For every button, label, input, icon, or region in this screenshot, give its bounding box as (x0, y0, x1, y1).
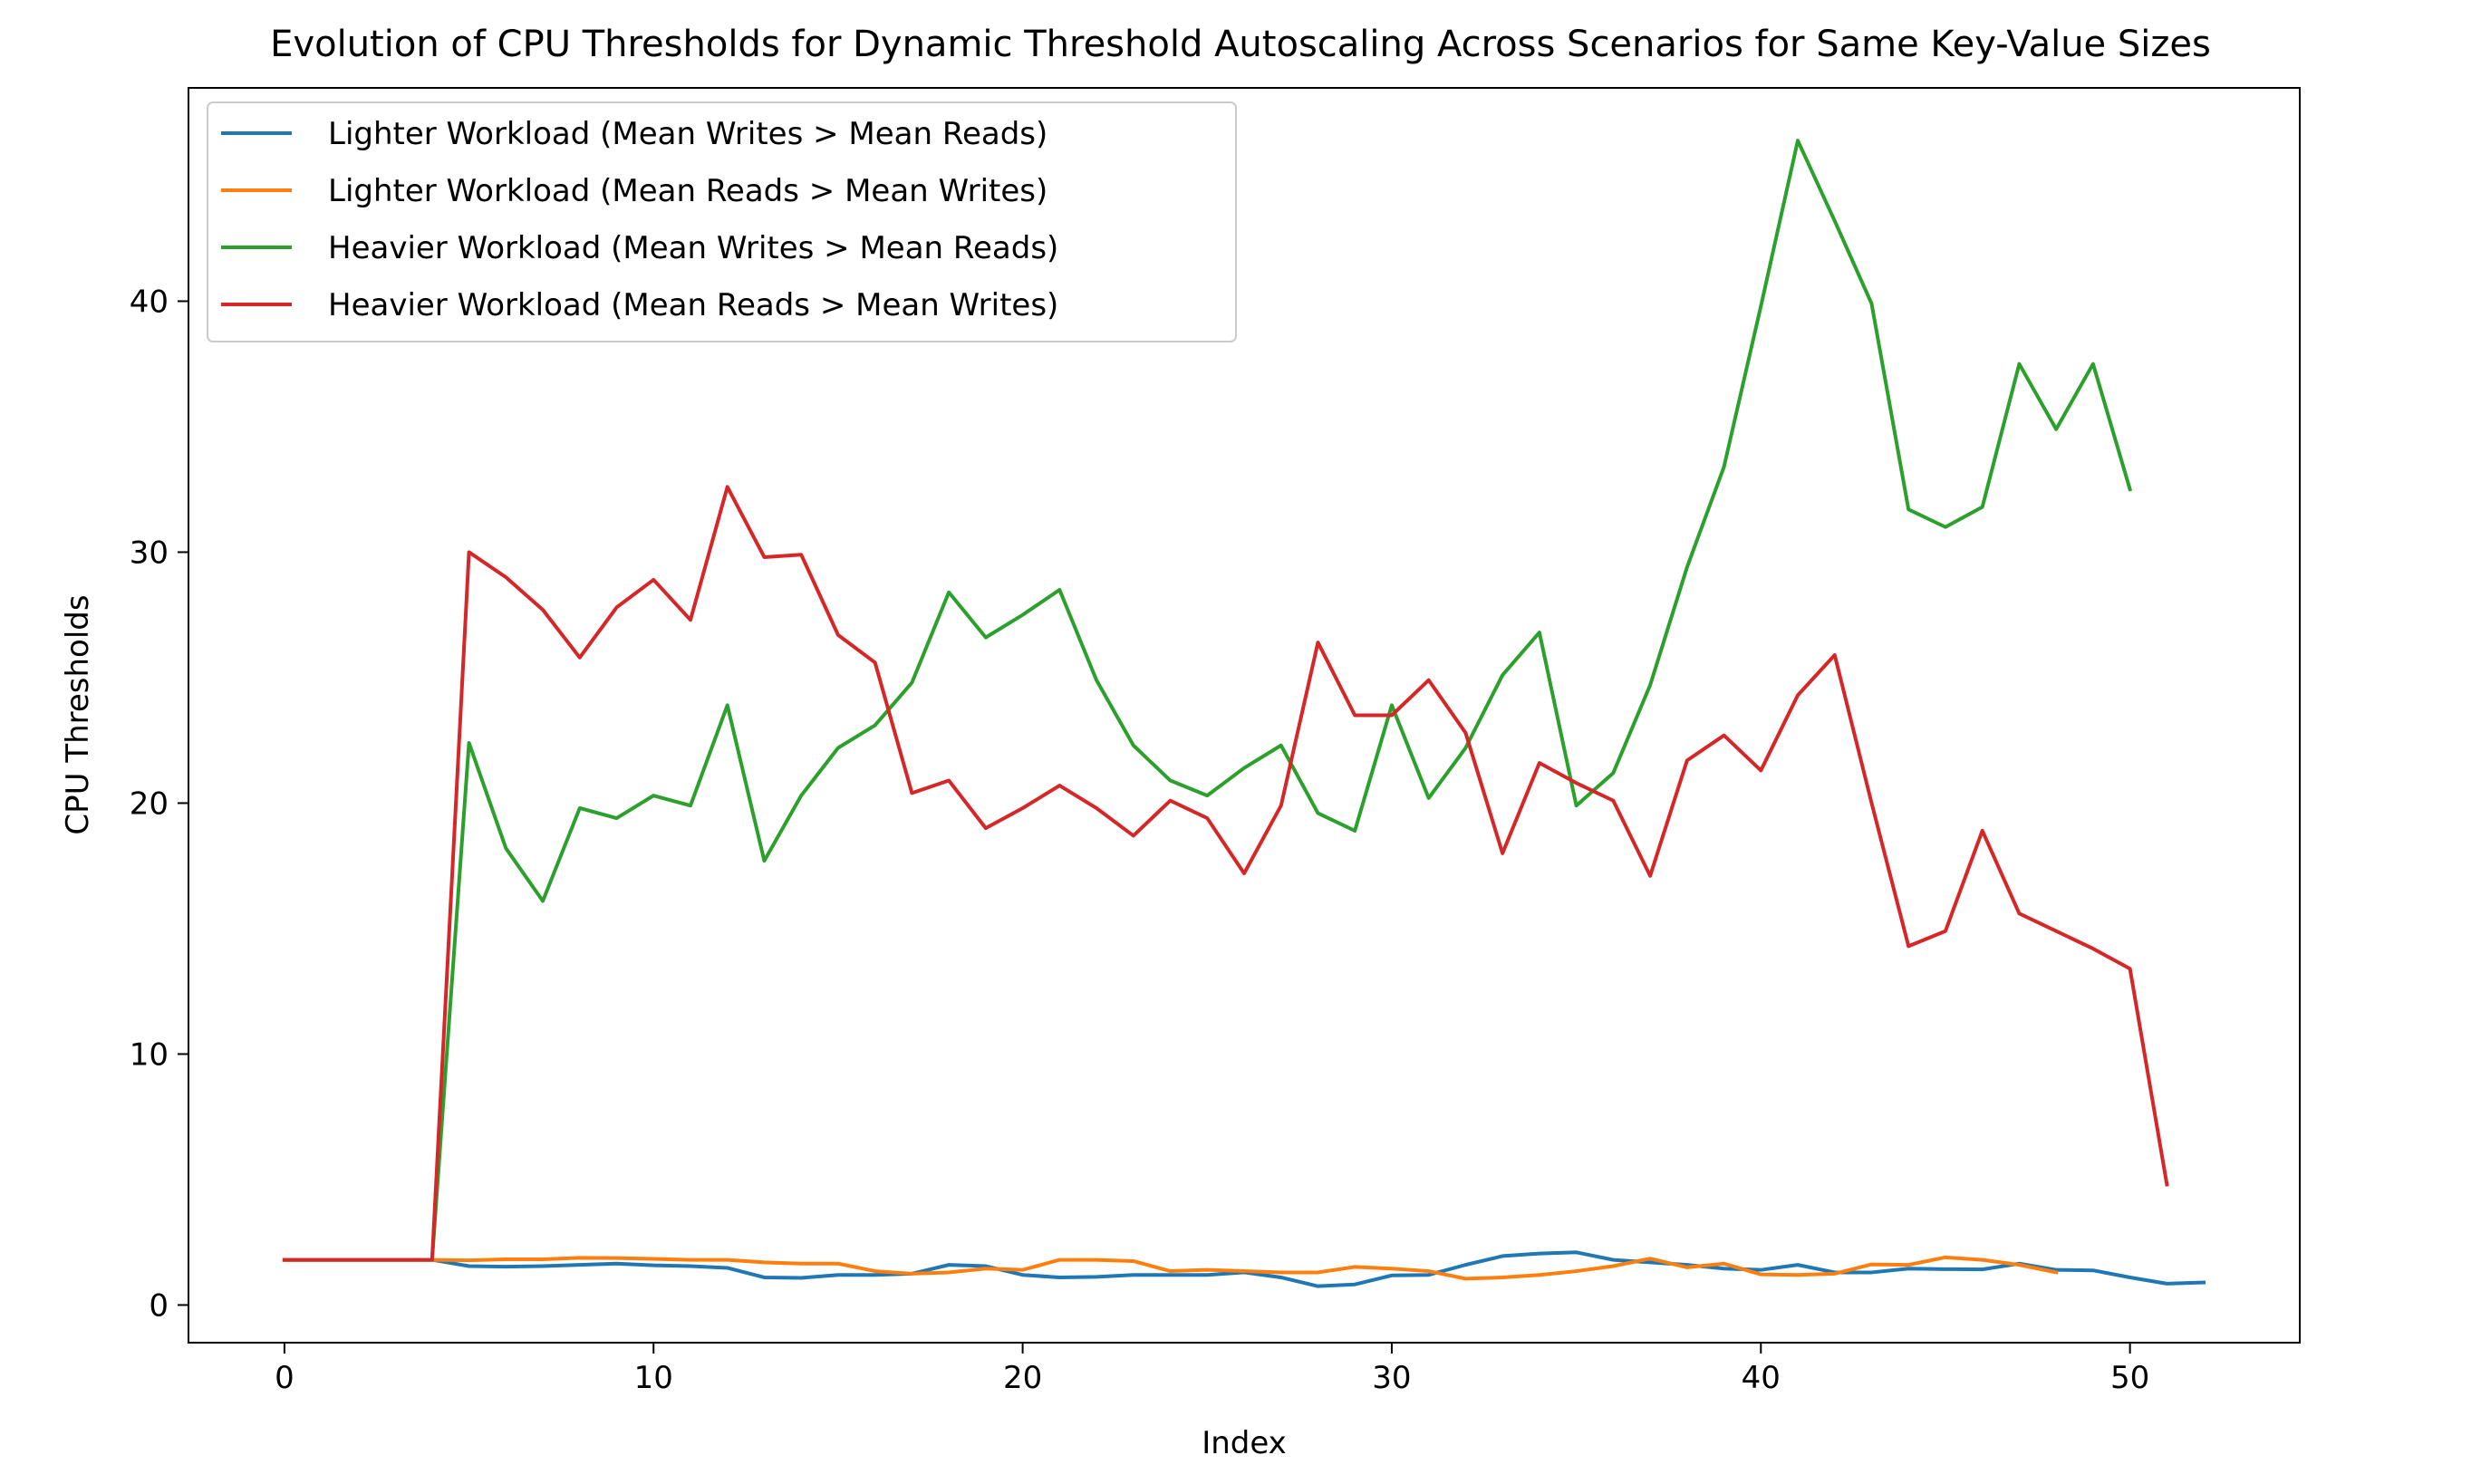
x-tick-label: 10 (634, 1360, 673, 1396)
legend-label-4: Heavier Workload (Mean Reads > Mean Writ… (328, 287, 1058, 323)
y-tick-label: 10 (130, 1036, 169, 1073)
y-axis-ticks: 0 10 20 30 40 (130, 284, 188, 1324)
legend-label-3: Heavier Workload (Mean Writes > Mean Rea… (328, 230, 1058, 266)
x-tick-label: 0 (275, 1360, 294, 1396)
y-tick-label: 30 (130, 535, 169, 571)
plot-area-frame (188, 87, 2301, 1344)
series-line-3 (282, 139, 2133, 1262)
y-tick-label: 0 (149, 1287, 169, 1324)
x-tick-label: 40 (1742, 1360, 1781, 1396)
x-axis-label: Index (1202, 1425, 1287, 1461)
legend-label-1: Lighter Workload (Mean Writes > Mean Rea… (328, 116, 1047, 152)
series-line-2 (282, 1255, 2059, 1281)
series-line-4 (282, 485, 2169, 1262)
legend-box (207, 101, 1237, 342)
x-tick-label: 50 (2110, 1360, 2149, 1396)
x-axis-ticks: 0 10 20 30 40 50 (275, 1343, 2149, 1396)
y-tick-label: 20 (130, 785, 169, 822)
legend-label-2: Lighter Workload (Mean Reads > Mean Writ… (328, 173, 1047, 209)
legend: Lighter Workload (Mean Writes > Mean Rea… (207, 101, 1237, 342)
x-tick-label: 20 (1003, 1360, 1042, 1396)
y-axis-label: CPU Thresholds (60, 594, 96, 834)
y-tick-label: 40 (130, 284, 169, 320)
x-tick-label: 30 (1372, 1360, 1411, 1396)
series-layer (282, 139, 2206, 1288)
chart-title: Evolution of CPU Thresholds for Dynamic … (270, 24, 2211, 65)
legend-items: Lighter Workload (Mean Writes > Mean Rea… (221, 116, 1058, 323)
